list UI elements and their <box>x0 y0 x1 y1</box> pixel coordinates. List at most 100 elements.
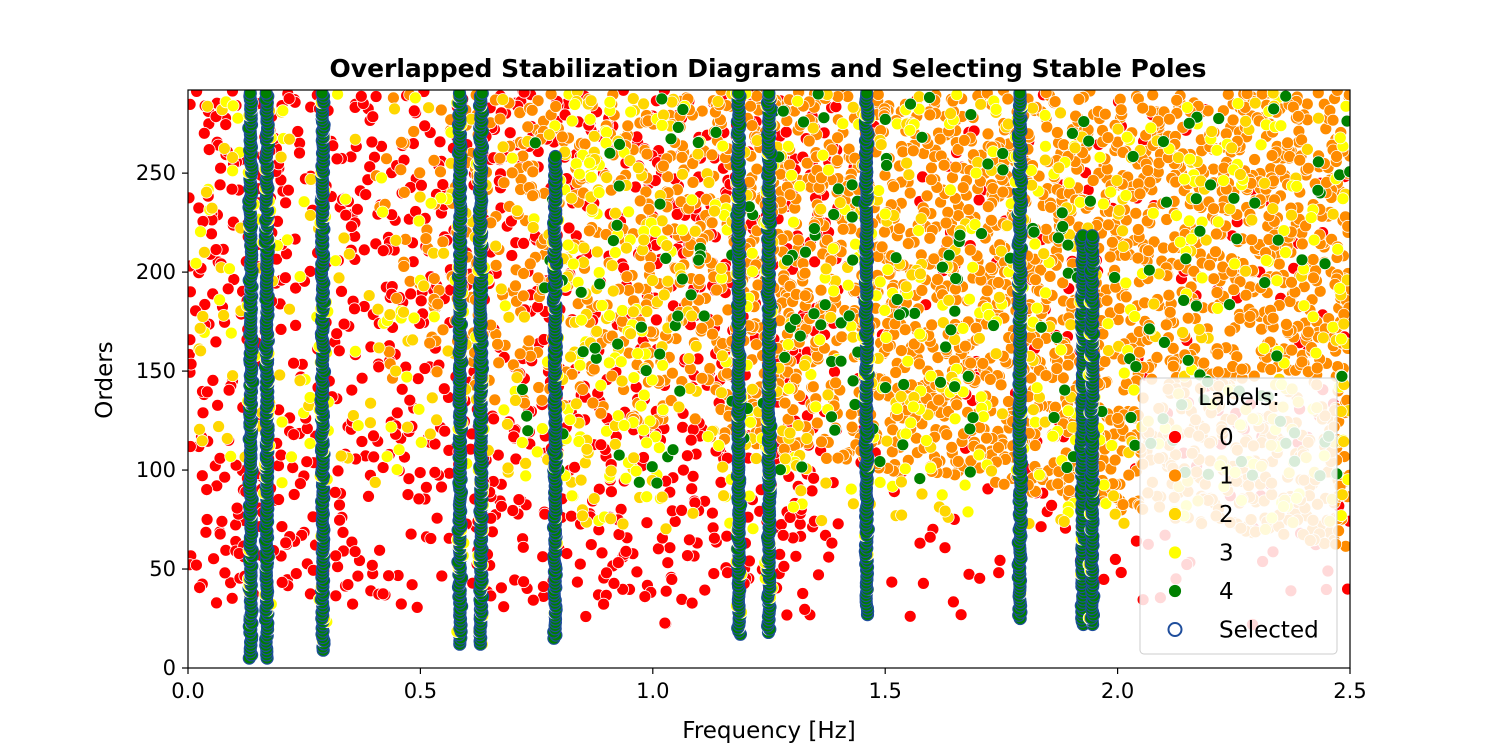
scatter-point-label-1 <box>1248 153 1261 166</box>
scatter-point-label-0 <box>218 470 232 484</box>
scatter-point-label-0 <box>287 356 301 370</box>
scatter-point-label-0 <box>333 513 347 527</box>
scatter-point-label-3 <box>640 490 654 504</box>
scatter-point-label-0 <box>825 536 839 550</box>
scatter-point-label-2 <box>1335 488 1349 502</box>
scatter-point-label-2 <box>496 93 510 106</box>
scatter-point-label-1 <box>1111 411 1125 425</box>
scatter-point-label-3 <box>285 450 298 464</box>
scatter-point-label-2 <box>1068 141 1082 155</box>
scatter-point-label-0 <box>192 201 206 215</box>
scatter-point-label-2 <box>590 324 604 338</box>
scatter-point-label-1 <box>1131 223 1145 236</box>
scatter-point-label-1 <box>705 148 719 162</box>
scatter-point-label-2 <box>304 172 318 186</box>
scatter-point-label-0 <box>822 550 836 564</box>
scatter-point-label-3 <box>408 91 422 105</box>
scatter-point-label-0 <box>205 227 218 241</box>
scatter-point-label-2 <box>794 484 808 498</box>
scatter-point-label-0 <box>214 161 228 175</box>
scatter-point-label-0 <box>348 302 361 316</box>
scatter-point-label-2 <box>686 506 700 520</box>
scatter-point-label-1 <box>984 261 998 275</box>
scatter-point-label-0 <box>359 188 373 202</box>
scatter-point-label-2 <box>708 204 721 218</box>
scatter-point-label-3 <box>1028 237 1042 251</box>
scatter-point-label-0 <box>688 496 702 510</box>
scatter-point-label-3 <box>566 257 580 271</box>
scatter-point-label-2 <box>226 369 240 383</box>
scatter-point-label-2 <box>974 97 988 111</box>
scatter-point-label-2 <box>437 246 451 260</box>
scatter-point-label-4 <box>948 304 962 318</box>
scatter-point-label-2 <box>1108 507 1122 521</box>
scatter-point-label-1 <box>940 428 954 442</box>
scatter-point-label-1 <box>802 134 816 148</box>
scatter-point-label-0 <box>503 126 517 140</box>
scatter-point-label-0 <box>1114 566 1128 579</box>
scatter-point-label-3 <box>878 303 892 317</box>
scatter-point-label-0 <box>357 243 371 257</box>
scatter-point-label-2 <box>1110 174 1124 187</box>
scatter-point-label-3 <box>515 436 529 449</box>
scatter-point-label-3 <box>809 400 823 414</box>
scatter-point-label-4 <box>987 319 1000 332</box>
scatter-point-label-3 <box>935 488 949 502</box>
scatter-point-label-1 <box>525 103 539 117</box>
scatter-point-label-4 <box>1204 178 1217 192</box>
scatter-point-label-3 <box>881 263 895 277</box>
scatter-point-label-4 <box>632 475 646 489</box>
scatter-point-label-0 <box>200 513 214 526</box>
scatter-point-label-4 <box>897 378 911 391</box>
scatter-point-label-0 <box>562 221 576 235</box>
scatter-point-label-2 <box>938 504 952 518</box>
scatter-point-label-3 <box>1104 185 1118 199</box>
scatter-point-label-0 <box>418 362 432 375</box>
scatter-point-label-0 <box>579 610 593 623</box>
scatter-point-label-0 <box>229 518 243 532</box>
scatter-point-label-2 <box>689 339 703 353</box>
scatter-point-label-3 <box>376 205 390 219</box>
scatter-point-label-0 <box>286 461 300 475</box>
scatter-point-label-3 <box>275 415 289 429</box>
scatter-point-label-3 <box>616 304 629 317</box>
scatter-point-label-3 <box>194 225 207 239</box>
scatter-point-label-0 <box>209 335 223 349</box>
scatter-point-label-3 <box>822 163 835 177</box>
scatter-point-label-2 <box>1225 141 1239 155</box>
scatter-point-label-0 <box>954 608 968 622</box>
scatter-point-label-1 <box>831 154 844 168</box>
scatter-point-label-1 <box>963 243 977 257</box>
scatter-point-label-1 <box>810 416 824 430</box>
scatter-point-label-0 <box>289 281 303 295</box>
scatter-point-label-3 <box>1101 317 1115 331</box>
scatter-point-label-1 <box>1001 92 1015 106</box>
scatter-point-label-0 <box>436 178 450 192</box>
scatter-point-label-1 <box>1050 362 1064 376</box>
scatter-point-label-3 <box>1030 381 1044 395</box>
scatter-point-label-0 <box>278 271 292 285</box>
scatter-point-label-1 <box>878 225 891 239</box>
scatter-point-label-1 <box>1102 218 1115 232</box>
scatter-point-label-2 <box>1112 203 1126 217</box>
scatter-point-label-4 <box>963 465 977 479</box>
scatter-point-label-3 <box>519 469 533 483</box>
scatter-point-label-1 <box>1243 309 1257 323</box>
scatter-point-label-1 <box>695 371 709 385</box>
scatter-point-label-3 <box>1210 143 1224 157</box>
scatter-point-label-2 <box>1026 101 1039 115</box>
scatter-point-label-1 <box>937 158 951 172</box>
scatter-point-label-0 <box>195 469 209 483</box>
scatter-point-label-0 <box>947 595 960 609</box>
scatter-point-label-2 <box>993 290 1006 304</box>
scatter-point-label-3 <box>380 450 394 464</box>
scatter-point-label-3 <box>412 214 426 228</box>
scatter-point-label-1 <box>413 166 427 180</box>
scatter-point-label-3 <box>536 422 549 436</box>
scatter-point-label-1 <box>509 279 522 293</box>
scatter-point-label-0 <box>227 273 241 286</box>
scatter-point-label-3 <box>1128 310 1142 323</box>
scatter-point-label-3 <box>1217 174 1230 188</box>
scatter-point-label-2 <box>655 490 669 504</box>
